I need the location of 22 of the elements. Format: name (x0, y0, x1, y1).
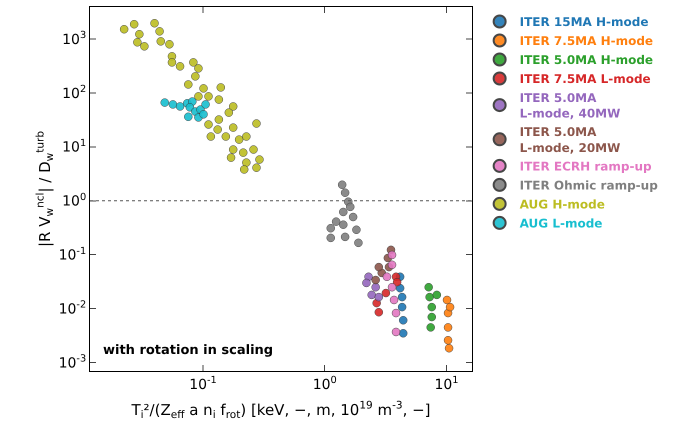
x-tick-label: 10$^{1}$ (434, 374, 459, 393)
y-tick-label: 10$^{-2}$ (58, 300, 86, 318)
y-tick-label: 10$^{1}$ (62, 138, 86, 156)
y-tick-label: 10$^{-3}$ (58, 354, 86, 372)
legend-label: ITER Ohmic ramp-up (520, 178, 658, 193)
text: T$_{i}$²/(Z$_{eff}$ a n$_{i}$ f$_{rot}$) [keV, −, m, 10$^{19}$ m$^{-3}$, −] (131, 400, 431, 421)
x-tick-label: 10$^{0}$ (312, 374, 337, 393)
y-tick-label: 10$^{3}$ (62, 30, 86, 48)
legend-label: ITER 7.5MA L-mode (520, 72, 651, 86)
legend-label: ITER 5.0MA L-mode, 20MW (520, 125, 620, 155)
legend-label: ITER 5.0MA L-mode, 40MW (520, 90, 620, 121)
annotation: with rotation in scaling (103, 343, 274, 358)
legend-label: ITER ECRH ramp-up (520, 160, 652, 174)
legend-label: ITER 7.5MA H-mode (520, 34, 654, 48)
legend-label: ITER 5.0MA H-mode (520, 53, 654, 68)
legend-label: AUG L-mode (520, 216, 602, 231)
y-tick-label: 10$^{2}$ (62, 84, 86, 102)
y-tick-label: 10$^{-1}$ (58, 246, 86, 264)
legend-label: ITER 15MA H-mode (520, 15, 649, 30)
x-tick-label: 10$^{-1}$ (189, 374, 217, 393)
legend-label: AUG H-mode (520, 198, 605, 212)
y-tick-label: 10$^{0}$ (62, 192, 86, 210)
